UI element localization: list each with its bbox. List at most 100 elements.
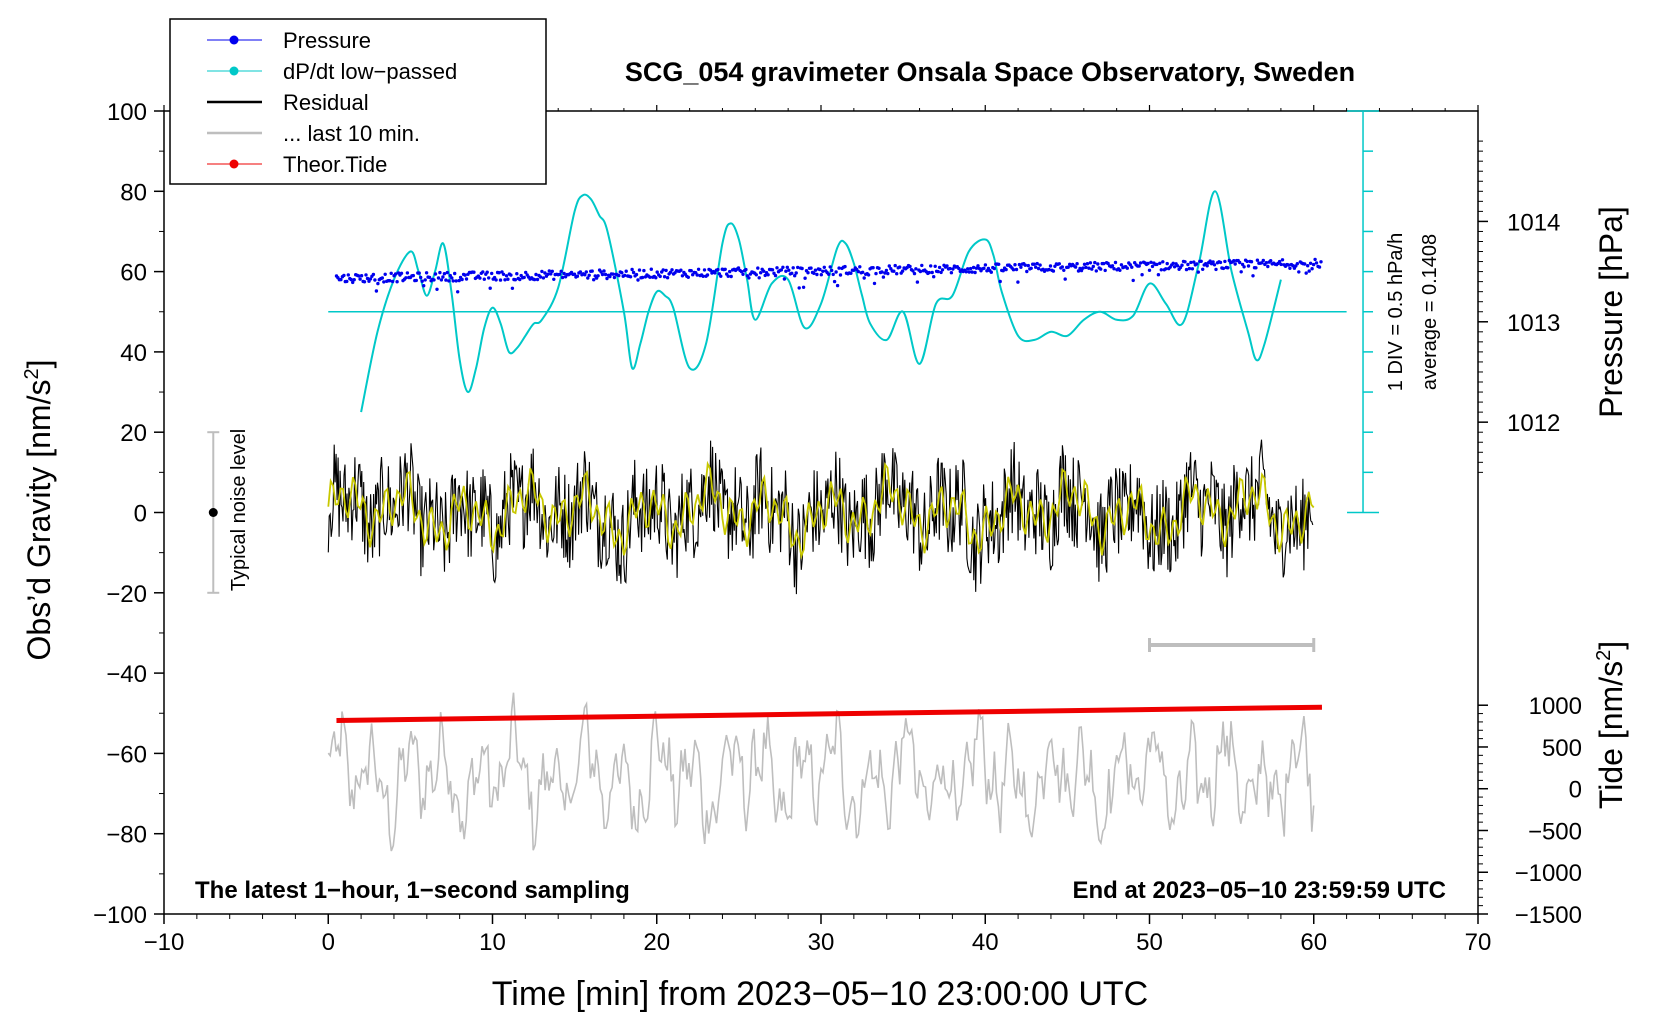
legend-marker — [229, 35, 239, 45]
pressure-point — [1238, 260, 1242, 265]
pressure-point — [583, 273, 587, 277]
pressure-point — [797, 286, 801, 290]
pressure-point — [815, 272, 819, 277]
pressure-point — [1091, 264, 1096, 269]
pressure-point — [498, 278, 503, 282]
pressure-point — [893, 263, 897, 268]
pressure-point — [1082, 262, 1087, 266]
pressure-point — [1212, 263, 1217, 267]
pressure-point — [832, 279, 837, 284]
pressure-point — [605, 276, 609, 281]
pressure-point — [1171, 261, 1175, 265]
pressure-point — [488, 286, 492, 290]
pressure-point — [356, 274, 361, 278]
pressure-point — [389, 271, 393, 275]
pressure-point — [763, 273, 767, 278]
pressure-point — [487, 276, 491, 280]
pressure-point — [1304, 271, 1308, 275]
pressure-point — [1303, 262, 1307, 266]
residual-smoothed-trace — [327, 460, 1315, 560]
pressure-point — [775, 266, 779, 270]
pressure-point — [546, 272, 550, 276]
pressure-point — [490, 271, 494, 276]
pressure-point — [940, 268, 945, 272]
pressure-point — [696, 267, 701, 271]
y-tick-label: −60 — [106, 741, 147, 768]
pressure-point — [1004, 267, 1008, 272]
pressure-point — [793, 274, 797, 278]
pressure-point — [744, 267, 748, 272]
pressure-point — [686, 275, 690, 279]
axis-layer: −10 0 10 20 30 40 50 60 70−100−80−60−40−20020406… — [93, 99, 1582, 956]
pressure-point — [701, 274, 705, 278]
pressure-point — [849, 271, 853, 275]
pressure-point — [549, 272, 553, 276]
pressure-point — [423, 278, 427, 282]
legend-label: Theor.Tide — [283, 152, 387, 177]
pressure-point — [620, 271, 624, 275]
pressure-point — [617, 273, 621, 278]
pressure-point — [1161, 260, 1165, 264]
pressure-point — [1073, 265, 1078, 269]
pressure-point — [884, 268, 889, 273]
pressure-point — [827, 272, 831, 276]
pressure-point — [611, 272, 615, 276]
pressure-point — [1130, 265, 1134, 269]
pressure-point — [1156, 273, 1161, 277]
pressure-point — [552, 277, 556, 281]
pressure-point — [654, 276, 658, 280]
pressure-point — [352, 278, 356, 282]
pressure-point — [1047, 267, 1051, 272]
pressure-tick-label: 1012 — [1507, 410, 1560, 437]
pressure-point — [1254, 266, 1258, 270]
pressure-point — [782, 277, 787, 281]
pressure-point — [1036, 266, 1041, 271]
pressure-point — [1090, 267, 1094, 271]
pressure-point — [670, 268, 674, 272]
pressure-point — [1314, 261, 1319, 265]
tide-tick-label: −1500 — [1515, 902, 1582, 929]
pressure-point — [989, 270, 993, 274]
pressure-point — [806, 271, 810, 275]
pressure-point — [781, 265, 785, 269]
pressure-point — [932, 275, 936, 279]
pressure-point — [723, 267, 727, 271]
y-axis-label: Obs’d Gravity [nm/s2] — [21, 360, 57, 661]
pressure-point — [1051, 269, 1056, 273]
pressure-point — [393, 272, 398, 276]
pressure-point — [900, 269, 905, 273]
pressure-point — [1306, 264, 1310, 268]
pressure-point — [535, 277, 540, 282]
pressure-point — [457, 278, 461, 283]
pressure-point — [1195, 262, 1199, 266]
pressure-point — [831, 272, 835, 277]
pressure-point — [970, 270, 974, 274]
pressure-point — [1184, 267, 1189, 272]
pressure-point — [1060, 265, 1065, 269]
pressure-point — [1180, 263, 1184, 267]
pressure-point — [382, 280, 386, 284]
pressure-point — [1310, 267, 1314, 271]
pressure-point — [439, 278, 444, 282]
pressure-point — [648, 275, 652, 279]
pressure-point — [1057, 262, 1062, 266]
pressure-point — [976, 264, 980, 268]
pressure-point — [560, 275, 565, 280]
pressure-point — [1084, 265, 1088, 270]
pressure-point — [454, 279, 458, 283]
pressure-point — [472, 270, 476, 274]
pressure-point — [1199, 259, 1203, 263]
pressure-point — [939, 270, 943, 275]
pressure-point — [596, 274, 600, 278]
pressure-points — [334, 257, 1323, 294]
noise-level-label: Typical noise level — [228, 429, 250, 591]
pressure-point — [1201, 267, 1205, 271]
pressure-point — [345, 279, 349, 284]
pressure-tick-label: 1014 — [1507, 209, 1560, 236]
pressure-point — [1079, 268, 1084, 273]
pressure-point — [636, 278, 640, 282]
pressure-point — [540, 269, 544, 274]
pressure-point — [383, 272, 387, 276]
pressure-point — [420, 279, 424, 283]
pressure-point — [390, 279, 395, 284]
